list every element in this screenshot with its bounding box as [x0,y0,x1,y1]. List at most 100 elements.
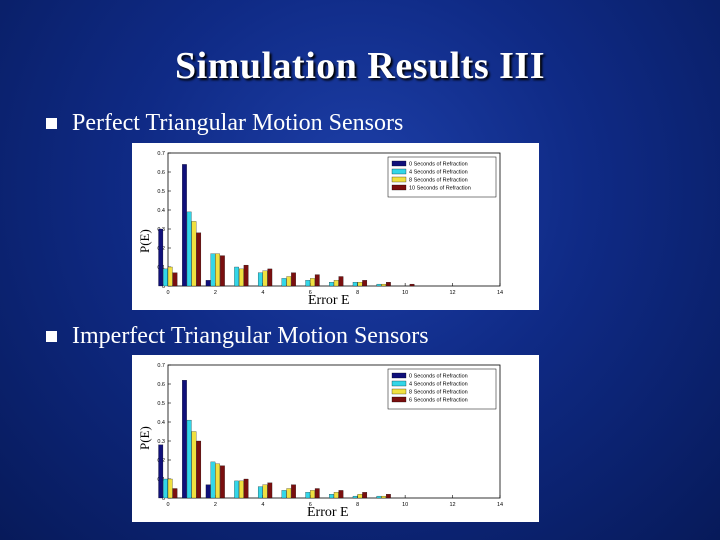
bar [243,478,249,499]
bar [357,494,363,499]
bar [220,465,225,499]
bar [333,280,339,287]
legend-swatch [391,380,407,387]
bar [362,492,368,499]
bar [376,495,382,499]
bar [158,444,164,499]
bar [267,482,273,499]
bar [215,253,220,287]
x-tick-label: 4 [261,502,264,508]
y-tick-label: 0.4 [157,208,165,214]
x-tick-label: 8 [356,290,359,296]
y-tick-label: 0 [162,496,165,502]
legend-swatch [391,388,407,395]
legend-entry: 8 Seconds of Refraction [409,390,468,396]
bar [333,492,339,499]
bar [163,478,168,499]
bar [352,282,358,287]
legend-entry: 6 Seconds of Refraction [409,398,468,404]
x-tick-label: 0 [166,290,169,296]
bar [291,484,296,499]
legend-swatch [391,176,407,183]
bar [262,484,268,499]
bar [234,266,239,287]
x-tick-label: 10 [402,502,408,508]
bullet-imperfect-sensors: Imperfect Triangular Motion Sensors [46,323,429,350]
bar [310,278,315,287]
y-tick-label: 0 [162,284,165,290]
bar [172,488,178,499]
bar [196,232,202,287]
bar [158,228,164,287]
bar [329,282,334,287]
bar [386,494,391,499]
bar [182,164,187,287]
y-tick-label: 0.7 [157,363,165,369]
bar [205,484,211,499]
bar [191,221,197,287]
y-tick-label: 0.6 [157,382,165,388]
bar [329,494,334,499]
bullet-text: Perfect Triangular Motion Sensors [72,110,404,136]
bar [338,276,344,287]
x-tick-label: 10 [402,290,408,296]
bar [239,480,244,499]
bar [281,490,287,499]
bar [314,274,320,287]
legend-swatch [391,184,407,191]
y-tick-label: 0.4 [157,420,165,426]
bar [352,495,358,499]
x-tick-label: 6 [309,290,312,296]
bar [286,276,292,287]
bar [172,272,178,287]
bar [357,282,363,287]
bar [267,268,273,287]
legend-entry: 10 Seconds of Refraction [409,186,471,192]
bar [196,440,202,499]
legend-swatch [391,168,407,175]
y-tick-label: 0.5 [157,401,165,407]
bar [314,488,320,499]
slide-title: Simulation Results III [175,45,545,87]
x-tick-label: 8 [356,502,359,508]
bar [305,280,311,287]
bar [381,283,386,287]
x-tick-label: 14 [497,502,503,508]
legend-entry: 4 Seconds of Refraction [409,382,468,388]
x-tick-label: 0 [166,502,169,508]
bar [362,280,368,287]
legend-entry: 8 Seconds of Refraction [409,178,468,184]
y-tick-label: 0.3 [157,439,165,445]
bar [262,270,268,287]
bar [381,495,386,499]
y-tick-label: 0.5 [157,189,165,195]
x-tick-label: 6 [309,502,312,508]
bar [205,280,211,287]
bar [291,272,296,287]
x-tick-label: 12 [450,502,456,508]
x-tick-label: 2 [214,502,217,508]
bar [163,268,168,287]
legend-entry: 4 Seconds of Refraction [409,170,468,176]
bullet-square-icon [46,331,57,342]
bar [167,478,173,499]
bar [286,488,292,499]
bar [239,268,244,287]
x-tick-label: 4 [261,290,264,296]
legend-swatch [391,160,407,167]
bar [191,431,197,499]
bar [210,461,216,499]
bar [220,255,225,287]
y-tick-label: 0.6 [157,170,165,176]
bullet-square-icon [46,118,57,129]
bar [234,480,239,499]
bar [182,380,187,499]
bar [257,272,263,287]
bar [310,490,315,499]
bar [215,463,220,499]
bar [210,253,216,287]
legend-entry: 0 Seconds of Refraction [409,162,468,168]
x-tick-label: 2 [214,290,217,296]
